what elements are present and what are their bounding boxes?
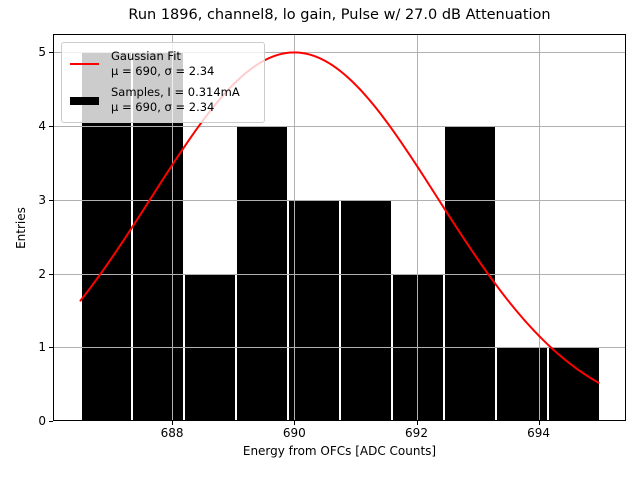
legend: Gaussian Fit μ = 690, σ = 2.34 Samples, … — [61, 42, 265, 123]
y-tick-label: 2 — [38, 266, 46, 281]
x-tick-label: 690 — [282, 426, 306, 440]
x-axis-label: Energy from OFCs [ADC Counts] — [242, 444, 437, 458]
histogram-bar — [237, 126, 288, 421]
red-line-icon — [70, 63, 99, 65]
y-tick-label: 0 — [38, 414, 46, 428]
y-tick-mark — [49, 421, 53, 422]
legend-entry-samples: Samples, I = 0.314mA μ = 690, σ = 2.34 — [62, 85, 264, 117]
black-rect-icon — [70, 97, 99, 105]
x-tick-label: 688 — [160, 426, 184, 440]
y-tick-label: 3 — [38, 192, 46, 207]
legend-label-samples: Samples, I = 0.314mA — [111, 85, 240, 99]
y-tick-mark — [49, 273, 53, 275]
y-tick-label: 1 — [38, 340, 46, 355]
legend-label-samples-params: μ = 690, σ = 2.34 — [111, 100, 215, 114]
y-tick-label: 5 — [38, 45, 46, 60]
y-axis-label: Entries — [14, 207, 28, 249]
y-tick-mark — [49, 347, 53, 349]
histogram-bar — [496, 347, 547, 421]
legend-label-gaussian-params: μ = 690, σ = 2.34 — [111, 64, 215, 78]
histogram-bar — [548, 347, 599, 421]
y-tick-mark — [49, 199, 53, 201]
x-tick-label: 692 — [405, 426, 428, 440]
x-tick-mark — [538, 421, 540, 425]
legend-label-gaussian-fit: Gaussian Fit — [111, 49, 181, 63]
y-tick-mark — [49, 52, 53, 54]
y-tick-mark — [49, 126, 53, 128]
x-tick-mark — [294, 421, 296, 425]
legend-entry-gaussian-fit: Gaussian Fit μ = 690, σ = 2.34 — [62, 49, 264, 81]
x-tick-label: 694 — [527, 426, 551, 440]
gaussian-fit-curve — [79, 51, 600, 384]
x-tick-mark — [416, 421, 418, 425]
histogram-bar — [341, 199, 391, 421]
y-tick-label: 4 — [38, 119, 46, 134]
chart-title: Run 1896, channel8, lo gain, Pulse w/ 27… — [128, 7, 551, 23]
histogram-bar — [289, 199, 340, 421]
x-tick-mark — [172, 421, 174, 425]
